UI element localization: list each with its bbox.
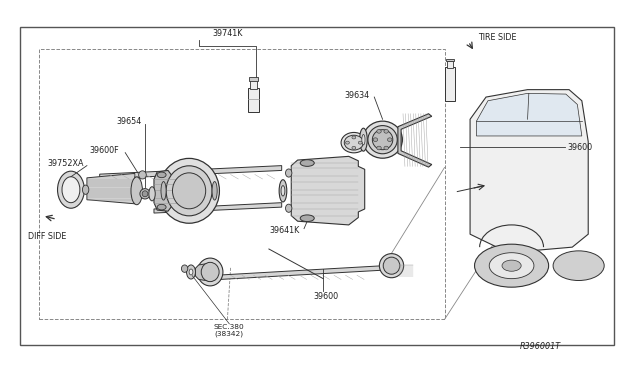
Polygon shape [154,170,178,211]
Ellipse shape [384,129,388,133]
Text: 39634: 39634 [344,91,369,100]
Bar [20,27,614,345]
Ellipse shape [189,269,193,275]
Text: 39654: 39654 [116,117,141,126]
Ellipse shape [139,171,147,179]
Ellipse shape [346,141,349,144]
Ellipse shape [212,182,217,200]
Ellipse shape [140,189,150,199]
Ellipse shape [279,180,287,202]
Bar [248,88,259,112]
Ellipse shape [157,204,166,210]
Ellipse shape [58,171,84,208]
Ellipse shape [149,187,156,201]
Polygon shape [221,266,384,279]
Circle shape [489,253,534,279]
Polygon shape [398,114,432,167]
Polygon shape [291,156,365,225]
Ellipse shape [352,136,356,139]
Ellipse shape [281,186,285,196]
Ellipse shape [173,173,205,209]
Ellipse shape [300,215,314,222]
Ellipse shape [358,141,362,144]
Polygon shape [195,263,212,281]
Ellipse shape [285,204,292,212]
Ellipse shape [181,265,188,272]
Ellipse shape [341,132,367,153]
Ellipse shape [377,146,381,150]
Ellipse shape [377,129,381,133]
Text: R396001T: R396001T [520,341,561,350]
Circle shape [502,260,521,271]
Bar [446,58,454,61]
Ellipse shape [383,257,400,274]
Ellipse shape [384,146,388,150]
Ellipse shape [201,262,219,282]
Polygon shape [87,173,135,204]
Ellipse shape [62,177,80,203]
Ellipse shape [157,172,166,178]
Text: 39600: 39600 [314,292,339,301]
Polygon shape [100,166,282,179]
Ellipse shape [83,185,89,194]
Ellipse shape [142,191,148,197]
Bar [250,80,257,89]
Ellipse shape [362,135,365,145]
Text: 39752XA: 39752XA [47,159,84,168]
Ellipse shape [300,160,314,166]
Ellipse shape [372,130,393,150]
Ellipse shape [166,166,212,216]
Ellipse shape [373,138,378,141]
Ellipse shape [159,158,220,223]
Text: SEC.380: SEC.380 [214,324,244,330]
Ellipse shape [363,121,403,158]
Ellipse shape [285,169,292,177]
Ellipse shape [360,128,367,151]
Text: 39741K: 39741K [212,29,243,38]
Ellipse shape [131,177,143,205]
Text: 39600F: 39600F [89,146,119,155]
Ellipse shape [197,258,223,286]
Polygon shape [476,93,582,136]
Polygon shape [470,90,588,253]
Ellipse shape [161,182,166,200]
Ellipse shape [387,138,392,141]
Text: DIFF SIDE: DIFF SIDE [28,232,67,241]
Ellipse shape [344,135,364,150]
Text: 39600: 39600 [567,142,592,151]
Circle shape [553,251,604,280]
Text: (38342): (38342) [215,331,244,337]
Circle shape [474,244,548,287]
Ellipse shape [352,146,356,149]
Ellipse shape [368,126,397,154]
Text: 39641K: 39641K [269,226,300,235]
Ellipse shape [380,254,404,278]
Ellipse shape [186,265,195,279]
Polygon shape [154,203,282,213]
Bar [249,77,258,81]
Bar [445,67,455,101]
Text: TIRE SIDE: TIRE SIDE [478,33,517,42]
Bar [447,61,453,68]
